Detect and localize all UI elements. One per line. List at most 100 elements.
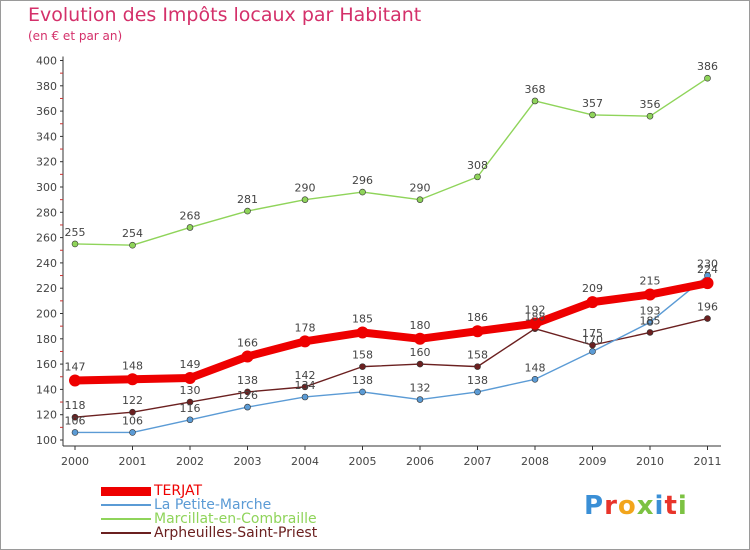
y-tick-label: 260 (36, 232, 57, 245)
y-tick-label: 380 (36, 80, 57, 93)
data-label: 148 (122, 359, 143, 372)
series-line-marcillat-en-combraille (74, 77, 709, 246)
data-point (704, 315, 711, 322)
data-label: 186 (467, 311, 488, 324)
legend-label: La Petite-Marche (154, 497, 272, 513)
data-point (126, 373, 139, 386)
data-label: 185 (352, 312, 373, 325)
x-tick-label: 2011 (694, 455, 722, 468)
data-point (589, 348, 596, 355)
legend-item: TERJAT (101, 484, 317, 498)
data-point (71, 240, 79, 248)
y-tick-label: 340 (36, 130, 57, 143)
data-label: 254 (122, 227, 143, 240)
x-tick-label: 2003 (234, 455, 262, 468)
data-point (359, 388, 366, 396)
data-point (71, 429, 79, 436)
y-tick-label: 120 (36, 409, 57, 422)
x-tick-label: 2006 (406, 455, 434, 468)
x-tick-label: 2007 (464, 455, 492, 468)
legend-swatch (101, 486, 151, 496)
x-tick-label: 2000 (61, 455, 89, 468)
legend-item: La Petite-Marche (101, 498, 317, 512)
data-label: 368 (525, 83, 546, 96)
logo-letter: P (584, 491, 605, 521)
logo-letter: i (677, 491, 688, 521)
data-point (701, 277, 714, 290)
data-point (69, 374, 81, 387)
data-point (416, 196, 424, 203)
data-point (531, 375, 539, 383)
data-point (244, 207, 251, 215)
data-label: 118 (65, 399, 86, 412)
data-point (416, 396, 424, 403)
data-label: 142 (295, 369, 316, 382)
data-label: 116 (180, 402, 201, 415)
data-label: 386 (697, 60, 718, 73)
data-point (416, 360, 424, 368)
legend: TERJAT La Petite-Marche Marcillat-en-Combr… (101, 484, 317, 540)
data-point (301, 383, 309, 391)
logo-letter: i (654, 491, 665, 521)
data-label: 308 (467, 159, 488, 172)
legend-item: Arpheuilles-Saint-Priest (101, 526, 317, 540)
data-label: 188 (525, 311, 546, 324)
data-label: 180 (410, 319, 431, 332)
data-point (301, 393, 309, 401)
data-point (186, 398, 194, 406)
data-point (241, 350, 254, 363)
data-point (531, 97, 539, 105)
data-label: 122 (122, 394, 143, 407)
data-point (474, 173, 481, 181)
data-point (244, 403, 251, 411)
data-point (646, 112, 654, 120)
data-label: 160 (410, 346, 431, 359)
x-tick-label: 2004 (291, 455, 319, 468)
data-label: 158 (467, 349, 488, 362)
data-point (359, 188, 366, 196)
data-label: 296 (352, 174, 373, 187)
data-point (244, 388, 251, 396)
data-label: 290 (295, 182, 316, 195)
data-point (129, 429, 136, 436)
data-point (184, 372, 196, 385)
y-tick-label: 240 (36, 257, 57, 270)
y-tick-label: 280 (36, 206, 57, 219)
logo-letter: o (617, 491, 637, 521)
y-tick-label: 320 (36, 156, 57, 169)
data-point (589, 111, 596, 119)
data-point (356, 326, 369, 339)
data-label: 255 (65, 226, 86, 239)
data-point (359, 363, 366, 370)
data-label: 175 (582, 327, 603, 340)
data-label: 192 (525, 304, 546, 317)
series-line-terjat (71, 279, 712, 385)
x-tick-label: 2005 (349, 455, 377, 468)
data-point (129, 408, 136, 416)
data-label: 148 (525, 361, 546, 374)
y-tick-label: 180 (36, 333, 57, 346)
x-tick-label: 2009 (579, 455, 607, 468)
data-label: 138 (237, 374, 258, 387)
data-point (646, 319, 654, 326)
legend-label: Arpheuilles-Saint-Priest (154, 525, 318, 541)
x-tick-label: 2010 (636, 455, 664, 468)
data-point (586, 296, 599, 309)
data-point (704, 74, 711, 82)
y-tick-label: 100 (36, 434, 57, 447)
series-line-la-petite-marche (74, 274, 709, 434)
data-label: 138 (352, 374, 373, 387)
data-point (474, 363, 481, 370)
data-point (646, 329, 654, 336)
data-point (471, 325, 484, 338)
data-point (529, 317, 541, 330)
data-label: 134 (295, 379, 316, 392)
y-tick-label: 300 (36, 181, 57, 194)
data-label: 356 (640, 98, 661, 111)
y-tick-label: 400 (36, 55, 57, 68)
y-tick-label: 160 (36, 358, 57, 371)
legend-swatch (101, 532, 151, 534)
data-point (474, 388, 481, 396)
data-label: 106 (65, 414, 86, 427)
chart-subtitle: (en € et par an) (28, 29, 123, 43)
